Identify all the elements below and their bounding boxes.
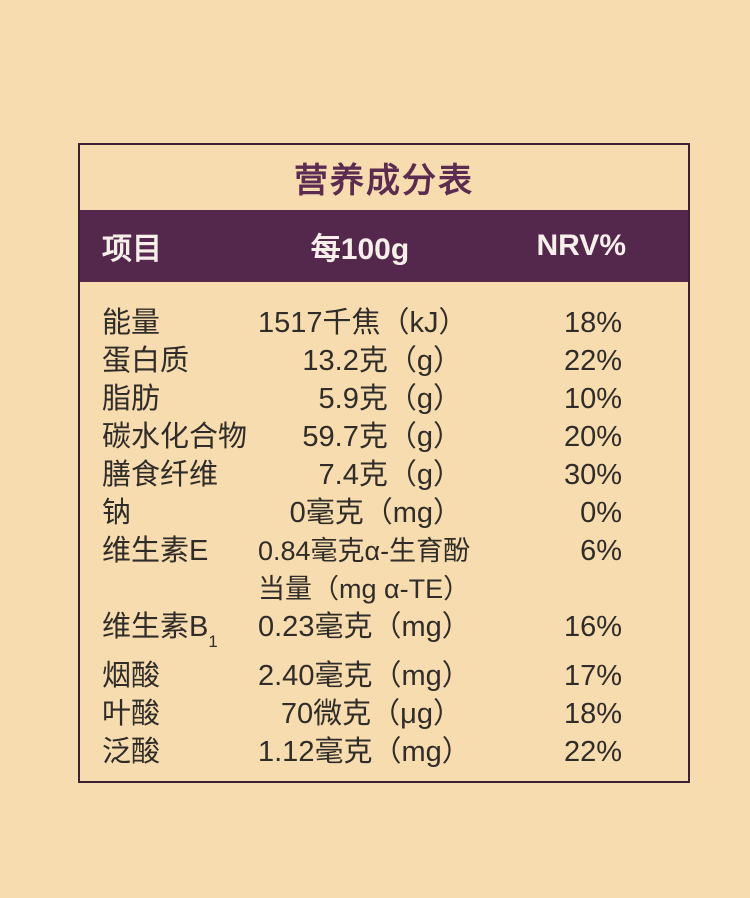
- nutrient-label-text: 能量: [102, 307, 161, 339]
- nutrient-amount-text: 0.23毫克（mg）: [258, 611, 471, 643]
- nutrient-label: 能量: [80, 304, 258, 342]
- nutrient-nrv-text: 30%: [563, 459, 622, 491]
- table-header-row: 项目 每100g NRV%: [80, 210, 688, 282]
- table-row: 脂肪 5.9克（g） 10%: [80, 380, 688, 418]
- nutrition-table: 营养成分表 项目 每100g NRV% 能量 1517千焦（kJ） 18% 蛋白质 13…: [78, 143, 690, 783]
- nutrient-amount-text: 5.9克（g）: [318, 383, 462, 415]
- nutrient-amount-multiline: 0.84毫克α-生育酚 当量（mg α-TE）: [258, 532, 470, 608]
- nutrient-label-text: 烟酸: [102, 659, 161, 692]
- nutrient-label-text: 泛酸: [102, 735, 161, 768]
- nutrient-nrv: 22%: [471, 733, 688, 771]
- nutrient-amount-text: 59.7克（g）: [302, 421, 462, 453]
- nutrient-amount: 5.9克（g）: [258, 380, 462, 418]
- table-row: 能量 1517千焦（kJ） 18%: [80, 304, 688, 342]
- nutrient-amount-text: 7.4克（g）: [318, 459, 462, 491]
- table-row: 钠 0毫克（mg） 0%: [80, 494, 688, 532]
- nutrient-label: 蛋白质: [80, 342, 258, 380]
- table-row: 膳食纤维 7.4克（g） 30%: [80, 456, 688, 494]
- nutrient-label: 叶酸: [80, 695, 258, 733]
- table-body: 能量 1517千焦（kJ） 18% 蛋白质 13.2克（g） 22% 脂肪 5.9克（g） 10…: [80, 282, 688, 771]
- nutrient-nrv: 18%: [468, 304, 688, 342]
- nutrient-amount: 7.4克（g）: [258, 456, 462, 494]
- nutrient-label-text: 叶酸: [102, 697, 161, 730]
- nutrient-amount: 70微克（μg）: [258, 695, 462, 733]
- nutrient-amount: 0.84毫克α-生育酚 当量（mg α-TE）: [258, 532, 470, 608]
- nutrient-nrv-text: 10%: [563, 383, 622, 415]
- nutrient-label-text: 维生素E: [102, 535, 209, 567]
- nutrient-label: 碳水化合物: [80, 418, 258, 456]
- nutrient-amount-text: 1.12毫克（mg）: [258, 735, 471, 768]
- column-header-per100g: 每100g: [310, 233, 410, 266]
- nutrient-amount: 0毫克（mg）: [258, 494, 462, 532]
- table-row: 泛酸 1.12毫克（mg） 22%: [80, 733, 688, 771]
- nutrient-nrv-text: 20%: [563, 421, 622, 453]
- nutrient-nrv: 20%: [462, 418, 688, 456]
- nutrient-label-text: 膳食纤维: [102, 459, 219, 491]
- nutrient-nrv: 0%: [462, 494, 688, 532]
- nutrient-nrv: 16%: [471, 608, 688, 646]
- nutrient-amount-line: 0.84毫克α-生育酚: [258, 536, 471, 566]
- nutrient-amount-text: 13.2克（g）: [302, 345, 462, 377]
- column-header-nrv: NRV%: [536, 229, 626, 262]
- table-row: 碳水化合物 59.7克（g） 20%: [80, 418, 688, 456]
- nutrient-amount-line: 当量（mg α-TE）: [258, 574, 471, 604]
- nutrient-nrv-text: 6%: [580, 535, 622, 567]
- nutrient-nrv-text: 22%: [563, 345, 622, 377]
- nutrient-amount: 1.12毫克（mg）: [258, 733, 471, 771]
- nutrient-label: 脂肪: [80, 380, 258, 418]
- nutrient-amount-text: 0毫克（mg）: [289, 497, 462, 529]
- table-row: 维生素E 0.84毫克α-生育酚 当量（mg α-TE） 6%: [80, 532, 688, 608]
- nutrient-label-text: 维生素B: [102, 611, 209, 643]
- nutrient-label-text: 碳水化合物: [102, 421, 248, 453]
- nutrient-amount: 0.23毫克（mg）: [258, 608, 471, 646]
- nutrient-amount: 1517千焦（kJ）: [258, 304, 468, 342]
- nutrient-nrv-text: 16%: [563, 611, 622, 643]
- table-row: 蛋白质 13.2克（g） 22%: [80, 342, 688, 380]
- table-row: 烟酸 2.40毫克（mg） 17%: [80, 657, 688, 695]
- table-row: 叶酸 70微克（μg） 18%: [80, 695, 688, 733]
- nutrient-nrv: 30%: [462, 456, 688, 494]
- nutrient-label-text: 脂肪: [102, 383, 161, 415]
- nutrient-nrv: 17%: [471, 657, 688, 695]
- nutrient-nrv-text: 0%: [580, 497, 622, 529]
- nutrient-nrv: 22%: [462, 342, 688, 380]
- nutrient-label: 维生素B1: [80, 608, 258, 657]
- nutrient-nrv: 18%: [462, 695, 688, 733]
- nutrient-amount: 2.40毫克（mg）: [258, 657, 471, 695]
- table-title: 营养成分表: [294, 162, 474, 200]
- nutrient-amount-text: 2.40毫克（mg）: [258, 659, 471, 692]
- nutrient-amount: 59.7克（g）: [258, 418, 462, 456]
- nutrient-label: 泛酸: [80, 733, 258, 771]
- table-row: 维生素B1 0.23毫克（mg） 16%: [80, 608, 688, 657]
- title-row: 营养成分表: [80, 145, 688, 210]
- nutrient-nrv-text: 22%: [563, 735, 622, 768]
- nutrient-nrv-text: 18%: [563, 307, 622, 339]
- nutrient-nrv: 6%: [470, 532, 688, 570]
- nutrient-label-text: 钠: [102, 497, 132, 529]
- nutrient-label: 烟酸: [80, 657, 258, 695]
- nutrient-amount-text: 70微克（μg）: [280, 697, 462, 730]
- nutrient-nrv-text: 17%: [563, 659, 622, 692]
- nutrient-label: 膳食纤维: [80, 456, 258, 494]
- nutrient-label-subscript: 1: [208, 632, 218, 651]
- nutrient-label: 维生素E: [80, 532, 258, 570]
- nutrient-nrv: 10%: [462, 380, 688, 418]
- nutrient-nrv-text: 18%: [563, 697, 622, 730]
- nutrient-label: 钠: [80, 494, 258, 532]
- nutrient-amount: 13.2克（g）: [258, 342, 462, 380]
- nutrient-amount-text: 1517千焦（kJ）: [258, 307, 468, 339]
- nutrient-label-text: 蛋白质: [102, 345, 190, 377]
- column-header-item: 项目: [102, 233, 162, 266]
